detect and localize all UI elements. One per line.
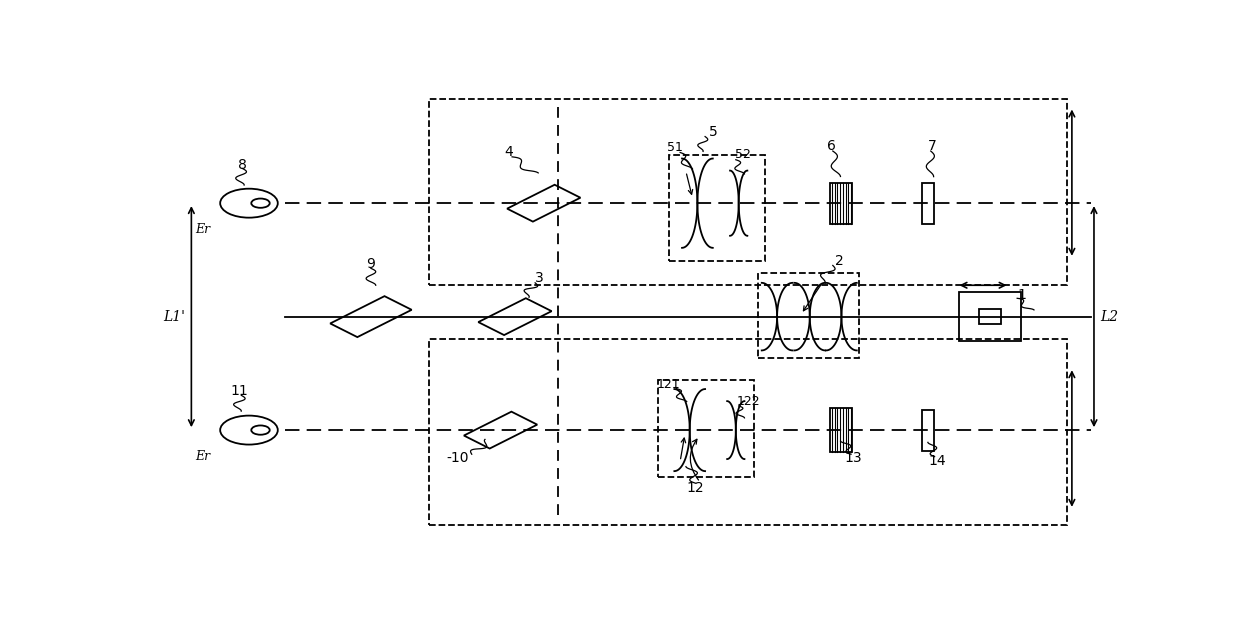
Text: 11: 11	[230, 384, 248, 398]
Text: L2: L2	[1100, 310, 1119, 324]
Text: 7: 7	[928, 139, 937, 153]
Bar	[669, 155, 764, 261]
Text: 1: 1	[1017, 288, 1026, 302]
Text: 121: 121	[657, 377, 680, 391]
Bar	[758, 273, 859, 357]
Text: 6: 6	[828, 139, 836, 153]
Text: 2: 2	[835, 254, 844, 268]
Text: 9: 9	[367, 258, 375, 271]
Bar	[922, 409, 934, 451]
Bar	[830, 182, 852, 224]
Text: 52: 52	[735, 149, 751, 161]
Text: 14: 14	[929, 455, 947, 468]
Text: 8: 8	[238, 157, 247, 172]
Bar	[830, 408, 852, 452]
Bar	[922, 182, 934, 224]
Bar	[429, 339, 1067, 525]
Text: -10: -10	[446, 451, 468, 465]
Bar	[979, 309, 1001, 324]
Text: 51: 51	[668, 141, 683, 154]
Text: Er: Er	[196, 450, 211, 463]
Text: Er: Er	[196, 223, 211, 236]
Text: 12: 12	[686, 481, 704, 495]
Text: 3: 3	[534, 271, 544, 285]
Bar	[658, 381, 755, 477]
Text: 5: 5	[710, 125, 719, 139]
Text: 122: 122	[736, 394, 760, 408]
Text: 13: 13	[844, 451, 862, 465]
Text: L1': L1'	[164, 310, 185, 324]
Bar	[429, 99, 1067, 285]
Bar	[959, 292, 1021, 341]
Text: 4: 4	[504, 145, 513, 159]
